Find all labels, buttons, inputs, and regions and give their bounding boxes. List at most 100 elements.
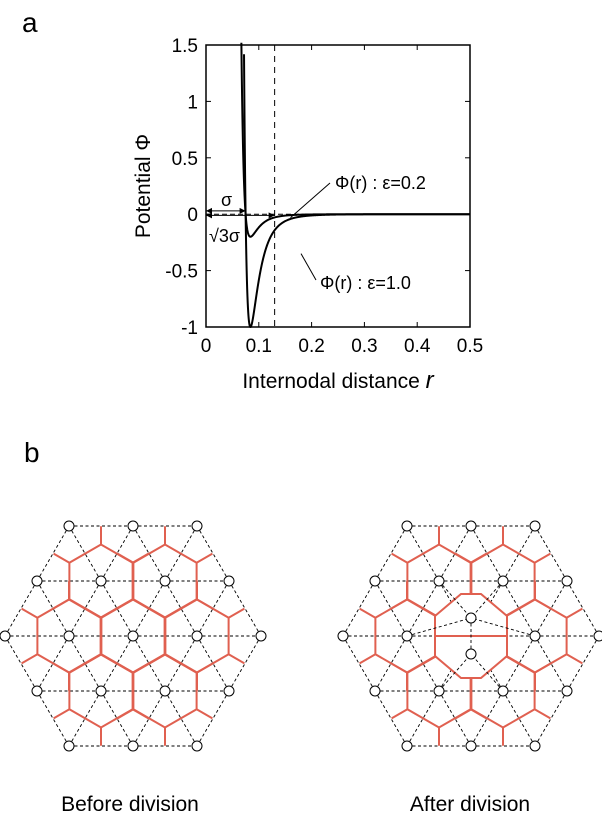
lattice-node <box>223 685 235 697</box>
x-tick-label: 0.5 <box>457 336 483 357</box>
voronoi-spoke <box>21 653 38 665</box>
voronoi-spoke <box>132 552 149 564</box>
lattice-node <box>369 575 381 587</box>
lattice-node <box>127 520 139 532</box>
series-curve-eps02 <box>240 42 470 238</box>
voronoi-spoke <box>164 653 181 665</box>
plot-frame <box>205 44 471 328</box>
delaunay-edge <box>438 580 472 619</box>
lattice-node <box>433 575 445 587</box>
voronoi-spoke <box>100 607 117 619</box>
lattice-node <box>529 630 541 642</box>
voronoi-spoke <box>149 607 166 619</box>
series-label-eps02: Φ(r) : ε=0.2 <box>335 173 426 193</box>
delaunay-edge <box>374 690 408 747</box>
voronoi-spoke <box>359 607 376 619</box>
curves <box>240 42 470 329</box>
voronoi-spoke <box>196 552 213 564</box>
voronoi-spoke <box>85 653 102 665</box>
voronoi-spoke <box>53 598 70 610</box>
y-tick-label: -1 <box>181 318 198 339</box>
lattice-node <box>63 630 75 642</box>
lattice-node <box>401 520 413 532</box>
delaunay-edge <box>342 635 376 692</box>
lattice-node <box>497 685 509 697</box>
delaunay-edge <box>196 690 230 747</box>
lattice-node <box>465 740 477 752</box>
lattice-node <box>497 575 509 587</box>
lattice-node <box>159 575 171 587</box>
voronoi-spoke <box>196 598 213 610</box>
voronoi-spoke <box>534 708 551 720</box>
voronoi-spoke <box>534 552 551 564</box>
sqrt3-text: √3 <box>209 226 229 246</box>
daughter-node <box>465 612 477 624</box>
delaunay-edge <box>36 525 70 582</box>
x-tick-label: 0.1 <box>246 336 272 357</box>
lattice-node <box>561 685 573 697</box>
lattice-node <box>95 575 107 587</box>
lattice-node <box>529 740 541 752</box>
lattice-node <box>401 740 413 752</box>
y-tick-label: -0.5 <box>165 262 198 283</box>
lattice-node <box>127 630 139 642</box>
x-ticks: 0 0.1 0.2 0.3 0.4 0.5 <box>201 45 483 357</box>
voronoi-spoke <box>391 662 408 674</box>
delaunay-edge <box>470 580 504 619</box>
leader-eps10 <box>300 253 317 281</box>
lattice-node <box>529 520 541 532</box>
lattice-node <box>255 630 267 642</box>
lattice-node <box>433 685 445 697</box>
voronoi-spoke <box>85 607 102 619</box>
sigma-arrow-head-right <box>239 207 246 214</box>
delaunay-edge <box>470 617 536 637</box>
potential-chart: 0 0.1 0.2 0.3 0.4 0.5 1.5 1 0.5 0 -0.5 -1 Internod… <box>132 36 483 394</box>
lattice-node <box>401 630 413 642</box>
voronoi-spoke <box>391 552 408 564</box>
delaunay-edge <box>4 580 38 637</box>
leader-eps02 <box>290 182 331 218</box>
panel-label-b: b <box>24 437 40 468</box>
lattice-node <box>191 520 203 532</box>
voronoi-spoke <box>566 653 583 665</box>
voronoi-spoke <box>117 598 134 610</box>
y-tick-label: 1 <box>187 92 198 113</box>
voronoi-spoke <box>470 552 487 564</box>
voronoi-spoke <box>455 708 472 720</box>
lattice-node <box>63 740 75 752</box>
delaunay-edge <box>374 525 408 582</box>
voronoi-spoke <box>21 607 38 619</box>
voronoi-spoke <box>53 708 70 720</box>
voronoi-spoke <box>132 662 149 674</box>
delaunay-edge <box>406 617 472 637</box>
caption-before-division: Before division <box>61 793 199 813</box>
voronoi-spoke <box>196 708 213 720</box>
delaunay-edge <box>566 635 600 692</box>
voronoi-spoke <box>455 552 472 564</box>
x-tick-label: 0.2 <box>298 336 324 357</box>
x-tick-label: 0.3 <box>351 336 377 357</box>
voronoi-spoke <box>470 708 487 720</box>
lattice-node <box>223 575 235 587</box>
voronoi-spoke <box>117 662 134 674</box>
sigma2-text: σ <box>229 226 240 246</box>
voronoi-spoke <box>132 598 149 610</box>
lattice-node <box>159 685 171 697</box>
delaunay-edge <box>438 653 472 692</box>
lattice-node <box>127 740 139 752</box>
delaunay-edge <box>534 525 568 582</box>
voronoi-spoke <box>534 598 551 610</box>
voronoi-spoke <box>391 708 408 720</box>
annotation-arrows <box>206 182 331 281</box>
y-tick-label: 0 <box>187 205 198 226</box>
voronoi-spoke <box>196 662 213 674</box>
sqrt3-sigma-arrow-head-right <box>268 212 275 219</box>
voronoi-spoke <box>534 662 551 674</box>
panel-label-a: a <box>22 7 38 38</box>
caption-after-division: After division <box>410 793 530 813</box>
lattice-node <box>191 740 203 752</box>
voronoi-spoke <box>149 653 166 665</box>
y-axis-label: Potential Φ <box>132 134 155 238</box>
lattice-node <box>31 685 43 697</box>
